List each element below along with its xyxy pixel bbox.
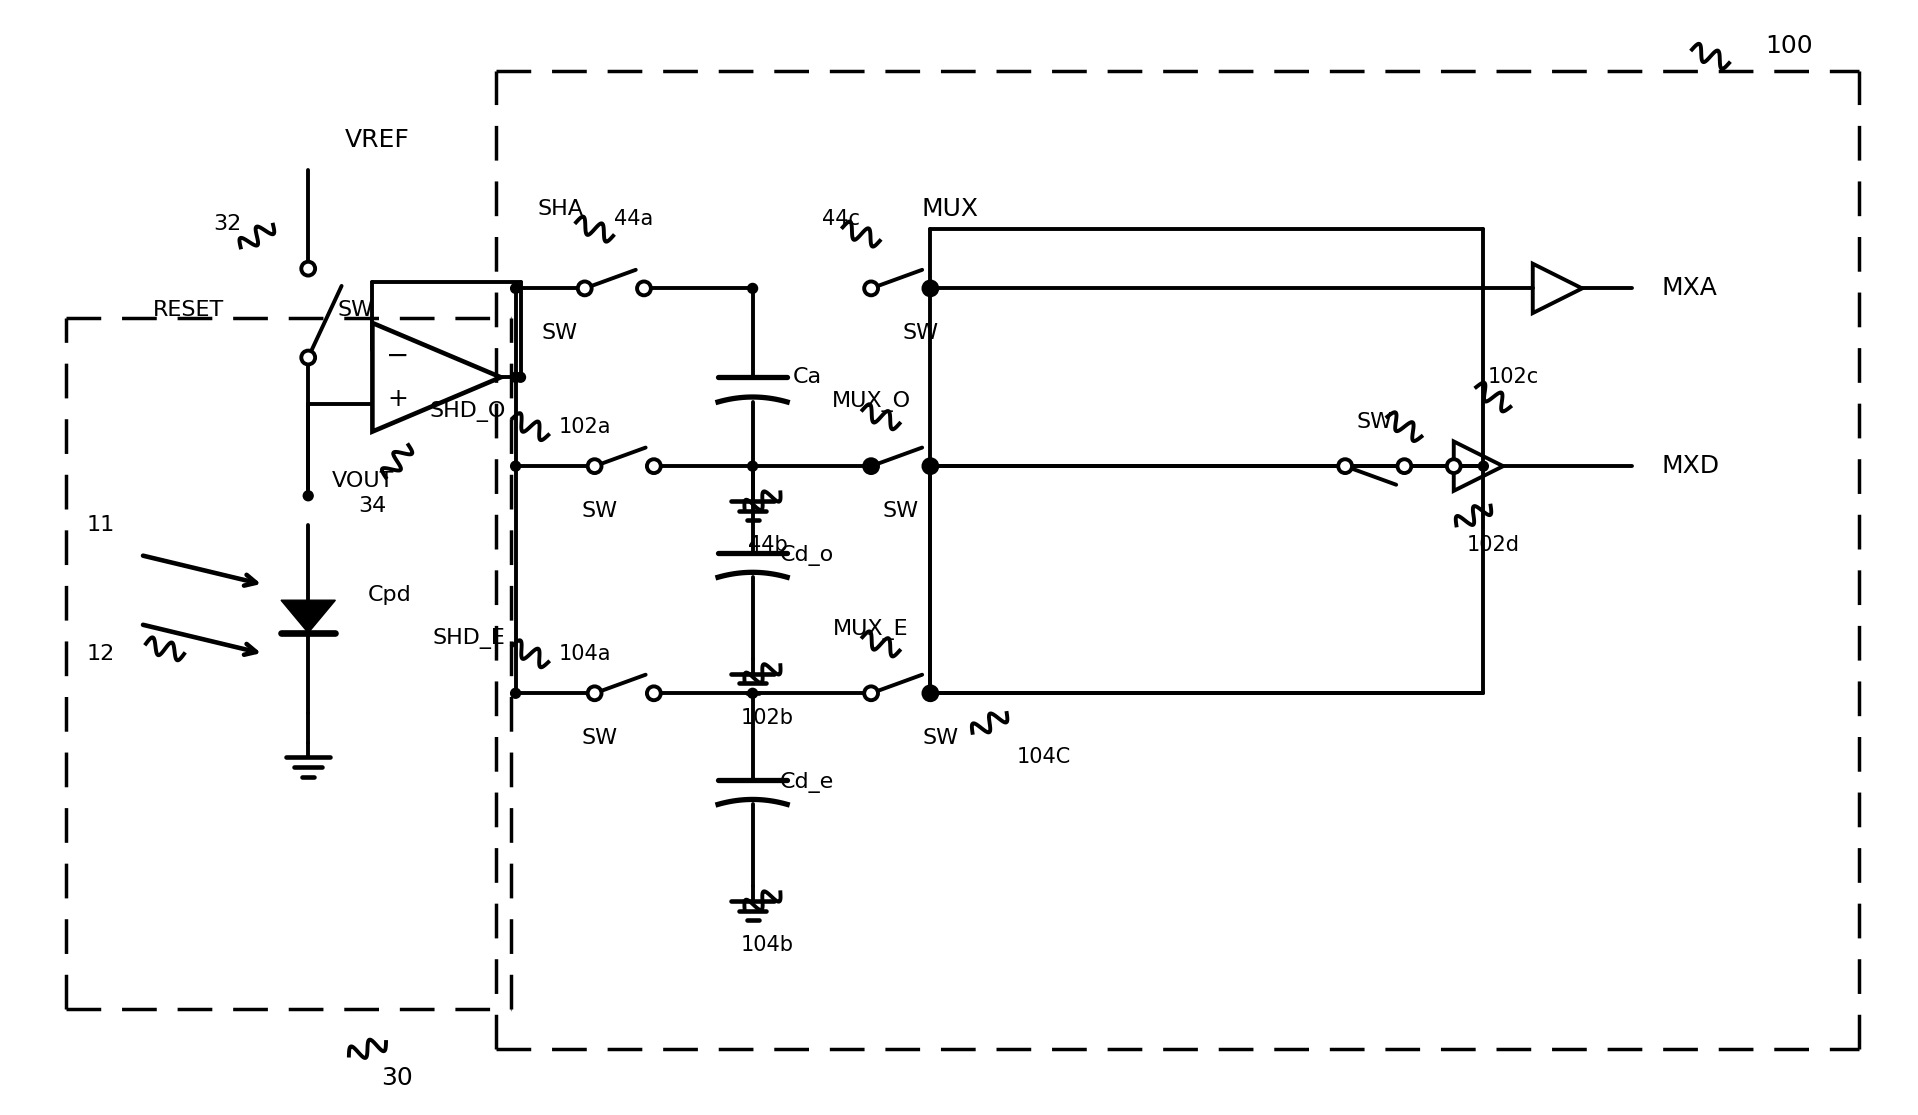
Text: SHD_E: SHD_E <box>433 629 506 649</box>
Circle shape <box>867 462 877 472</box>
Text: Cd_o: Cd_o <box>781 544 834 565</box>
Circle shape <box>923 687 938 700</box>
Circle shape <box>924 283 936 293</box>
Circle shape <box>865 459 878 473</box>
Circle shape <box>924 462 936 472</box>
Text: SW: SW <box>882 501 919 521</box>
Circle shape <box>748 688 758 698</box>
Text: SW: SW <box>581 501 618 521</box>
Circle shape <box>923 281 938 295</box>
Text: MXA: MXA <box>1661 277 1717 300</box>
Circle shape <box>924 688 936 698</box>
Text: 102a: 102a <box>558 417 612 437</box>
Circle shape <box>301 350 315 365</box>
Text: −: − <box>386 341 410 369</box>
Text: SW: SW <box>923 728 959 748</box>
Circle shape <box>748 283 758 293</box>
Text: +: + <box>387 387 409 411</box>
Text: Cd_e: Cd_e <box>781 772 834 793</box>
Circle shape <box>1398 459 1412 473</box>
Circle shape <box>510 372 520 382</box>
Circle shape <box>510 283 520 293</box>
Text: 44a: 44a <box>614 210 654 230</box>
Circle shape <box>865 687 878 700</box>
Text: SHA: SHA <box>537 200 583 220</box>
Circle shape <box>924 688 936 698</box>
Text: 102d: 102d <box>1467 535 1519 555</box>
Text: SW: SW <box>903 323 938 342</box>
Text: 12: 12 <box>86 643 115 663</box>
Text: MUX_O: MUX_O <box>832 391 911 413</box>
Text: 102b: 102b <box>740 708 794 728</box>
Circle shape <box>587 687 602 700</box>
Text: 102c: 102c <box>1486 367 1538 387</box>
Circle shape <box>924 462 936 472</box>
Text: 30: 30 <box>382 1066 412 1090</box>
Text: Cpd: Cpd <box>368 584 410 604</box>
Text: VREF: VREF <box>345 128 410 153</box>
Text: 104b: 104b <box>740 935 794 956</box>
Text: MXD: MXD <box>1661 454 1719 478</box>
Circle shape <box>510 462 520 472</box>
Text: 104C: 104C <box>1017 747 1070 767</box>
Text: 44c: 44c <box>823 210 861 230</box>
Circle shape <box>1479 462 1488 472</box>
Text: 104a: 104a <box>558 643 612 663</box>
Circle shape <box>1339 459 1352 473</box>
Text: Ca: Ca <box>792 367 821 387</box>
Text: SW: SW <box>338 300 374 320</box>
Text: VOUT: VOUT <box>332 471 393 491</box>
Text: 11: 11 <box>86 515 115 535</box>
Circle shape <box>510 688 520 698</box>
Circle shape <box>646 459 662 473</box>
Text: MUX_E: MUX_E <box>832 619 909 640</box>
Text: 32: 32 <box>213 214 242 234</box>
Text: 34: 34 <box>359 496 387 515</box>
Text: SW: SW <box>1356 411 1392 432</box>
Circle shape <box>303 491 313 501</box>
Text: MUX: MUX <box>923 197 978 222</box>
Text: SHD_O: SHD_O <box>430 401 506 423</box>
Text: SW: SW <box>581 728 618 748</box>
Text: RESET: RESET <box>153 300 224 320</box>
Text: 44b: 44b <box>748 535 786 555</box>
Circle shape <box>301 262 315 275</box>
Circle shape <box>924 688 936 698</box>
Circle shape <box>748 462 758 472</box>
Circle shape <box>1446 459 1462 473</box>
Circle shape <box>587 459 602 473</box>
Circle shape <box>646 687 662 700</box>
Circle shape <box>637 281 650 295</box>
Circle shape <box>577 281 591 295</box>
Circle shape <box>865 281 878 295</box>
Circle shape <box>516 372 526 382</box>
Text: SW: SW <box>543 323 577 342</box>
Polygon shape <box>282 600 336 633</box>
Circle shape <box>923 459 938 473</box>
Text: 100: 100 <box>1766 35 1813 58</box>
